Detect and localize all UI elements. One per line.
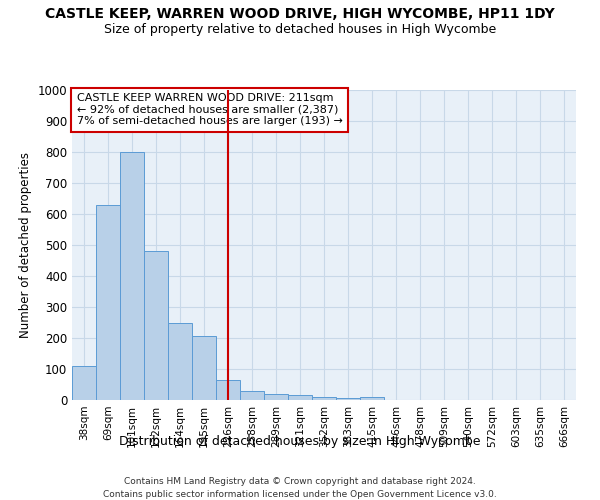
Text: Contains HM Land Registry data © Crown copyright and database right 2024.: Contains HM Land Registry data © Crown c… [124,478,476,486]
Bar [336,398,360,400]
Bar [192,336,216,400]
Y-axis label: Number of detached properties: Number of detached properties [19,152,32,338]
Bar [72,366,96,400]
Bar [168,322,192,400]
Text: Distribution of detached houses by size in High Wycombe: Distribution of detached houses by size … [119,435,481,448]
Bar [216,380,240,400]
Bar [240,390,264,400]
Bar [144,251,168,400]
Bar [360,397,384,400]
Bar [96,204,120,400]
Bar [120,152,144,400]
Bar [288,396,312,400]
Text: Contains public sector information licensed under the Open Government Licence v3: Contains public sector information licen… [103,490,497,499]
Text: Size of property relative to detached houses in High Wycombe: Size of property relative to detached ho… [104,22,496,36]
Bar [312,397,336,400]
Text: CASTLE KEEP, WARREN WOOD DRIVE, HIGH WYCOMBE, HP11 1DY: CASTLE KEEP, WARREN WOOD DRIVE, HIGH WYC… [45,8,555,22]
Bar [264,394,288,400]
Text: CASTLE KEEP WARREN WOOD DRIVE: 211sqm
← 92% of detached houses are smaller (2,38: CASTLE KEEP WARREN WOOD DRIVE: 211sqm ← … [77,93,343,126]
